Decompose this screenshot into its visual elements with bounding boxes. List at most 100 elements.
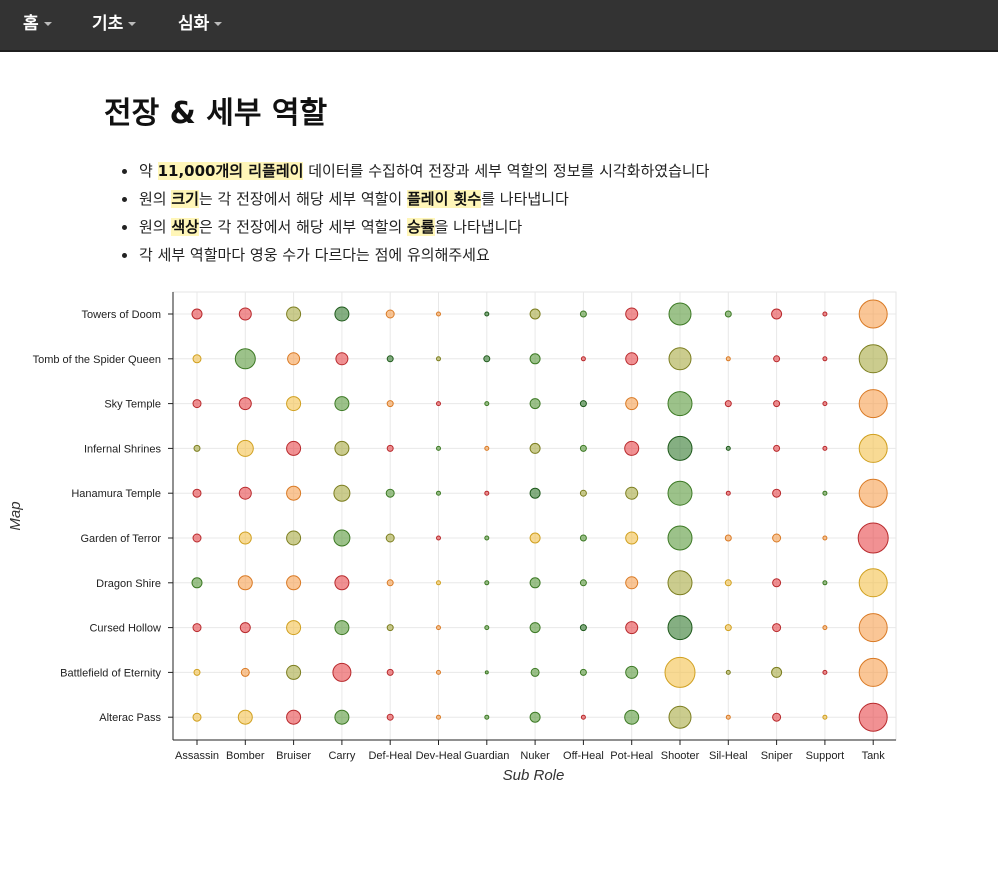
bubble-point <box>239 622 251 634</box>
bubble-point <box>667 615 693 641</box>
text-segment: 원의 <box>139 218 172 236</box>
bubble-point <box>386 355 394 363</box>
bubble-point <box>858 568 888 598</box>
bubble-point <box>529 353 541 365</box>
bubble-point <box>286 440 302 456</box>
bubble-point <box>822 311 828 317</box>
x-axis-title: Sub Role <box>503 767 565 784</box>
nav-item-label: 기초 <box>92 14 124 34</box>
text-segment: 는 각 전장에서 해당 세부 역할이 <box>198 190 407 208</box>
caret-down-icon <box>214 22 223 26</box>
bubble-point <box>436 535 441 541</box>
bubble-point <box>667 391 693 417</box>
bubble-point <box>772 578 782 588</box>
bubble-point <box>436 356 441 362</box>
bubble-point <box>334 620 350 636</box>
list-item: 약 11,000개의 리플레이 데이터를 수집하여 전장과 세부 역할의 정보를… <box>122 157 709 185</box>
y-tick-label: Hanamura Temple <box>71 488 161 500</box>
list-item: 원의 크기는 각 전장에서 해당 세부 역할이 플레이 횟수를 나타냅니다 <box>122 185 709 213</box>
bubble-point <box>771 666 783 678</box>
bubble-point <box>858 657 888 687</box>
bubble-point <box>436 490 441 496</box>
nav-item-advanced[interactable]: 심화 <box>178 0 223 50</box>
bubble-point <box>529 532 541 544</box>
highlight-text: 플레이 횟수 <box>407 190 482 208</box>
bubble-point <box>822 445 828 451</box>
bubble-point <box>237 575 253 591</box>
bubble-point <box>772 623 782 633</box>
bubble-point <box>579 444 587 452</box>
bubble-point <box>332 662 352 682</box>
bubble-point <box>579 579 587 587</box>
bubble-point <box>286 575 302 591</box>
bubble-point <box>240 667 250 677</box>
bubble-point <box>386 668 394 676</box>
bubble-point <box>193 444 201 452</box>
x-tick-label: Shooter <box>661 750 700 762</box>
y-tick-label: Alterac Pass <box>99 712 161 724</box>
bubble-point <box>286 664 302 680</box>
bubble-point <box>286 709 302 725</box>
bubble-point <box>334 396 350 412</box>
bubble-point <box>436 401 441 407</box>
list-item: 각 세부 역할마다 영웅 수가 다르다는 점에 유의해주세요 <box>122 241 709 269</box>
bubble-point <box>530 667 540 677</box>
bubble-point <box>579 489 587 497</box>
bubble-point <box>724 400 732 408</box>
bubble-point <box>386 713 394 721</box>
bubble-point <box>529 398 541 410</box>
bubble-point <box>858 344 888 374</box>
bubble-point <box>772 533 782 543</box>
x-tick-label: Support <box>806 750 845 762</box>
nav-item-home[interactable]: 홈 <box>23 0 52 50</box>
bubble-point <box>858 613 888 643</box>
bubble-point <box>484 490 490 496</box>
bubble-point <box>625 397 639 411</box>
bubble-point <box>625 352 639 366</box>
bubble-point <box>484 670 489 675</box>
bubble-point <box>234 348 256 370</box>
bubble-point <box>858 433 888 463</box>
bubble-point <box>858 299 888 329</box>
caret-down-icon <box>128 22 137 26</box>
nav-item-basics[interactable]: 기초 <box>92 0 137 50</box>
bubble-point <box>724 579 732 587</box>
bubble-point <box>192 488 202 498</box>
bubble-point <box>191 577 203 589</box>
bubble-point <box>436 580 441 586</box>
y-tick-label: Sky Temple <box>104 399 161 411</box>
text-segment: 을 나타냅니다 <box>434 218 523 236</box>
bubble-point <box>484 714 490 720</box>
bubble-point <box>624 440 640 456</box>
text-segment: 은 각 전장에서 해당 세부 역할의 <box>198 218 407 236</box>
bubble-point <box>858 702 888 732</box>
bubble-point <box>192 533 202 543</box>
bubble-point <box>193 668 201 676</box>
y-axis-title: Map <box>7 501 24 530</box>
bubble-point <box>192 354 202 364</box>
x-tick-label: Sniper <box>761 750 793 762</box>
bubble-point <box>725 445 731 451</box>
bubble-point <box>286 530 302 546</box>
bubble-point <box>664 656 696 688</box>
bubble-point <box>386 579 394 587</box>
bubble-point <box>822 625 828 631</box>
bubble-point <box>625 531 639 545</box>
bubble-point <box>772 488 782 498</box>
bubble-point <box>484 625 490 631</box>
bubble-point <box>724 310 732 318</box>
text-segment: 데이터를 수집하여 전장과 세부 역할의 정보를 시각화하였습니다 <box>303 162 710 180</box>
description-list: 약 11,000개의 리플레이 데이터를 수집하여 전장과 세부 역할의 정보를… <box>122 157 709 269</box>
bubble-point <box>822 580 828 586</box>
bubble-point <box>484 580 490 586</box>
bubble-point <box>238 307 252 321</box>
bubble-point <box>385 309 395 319</box>
bubble-point <box>667 570 693 596</box>
text-segment: 약 <box>139 162 158 180</box>
text-segment: 각 세부 역할마다 영웅 수가 다르다는 점에 유의해주세요 <box>139 246 490 264</box>
bubble-point <box>625 307 639 321</box>
bubble-point <box>386 400 394 408</box>
bubble-point <box>436 714 441 720</box>
bubble-point <box>436 669 441 675</box>
bubble-point <box>333 529 351 547</box>
